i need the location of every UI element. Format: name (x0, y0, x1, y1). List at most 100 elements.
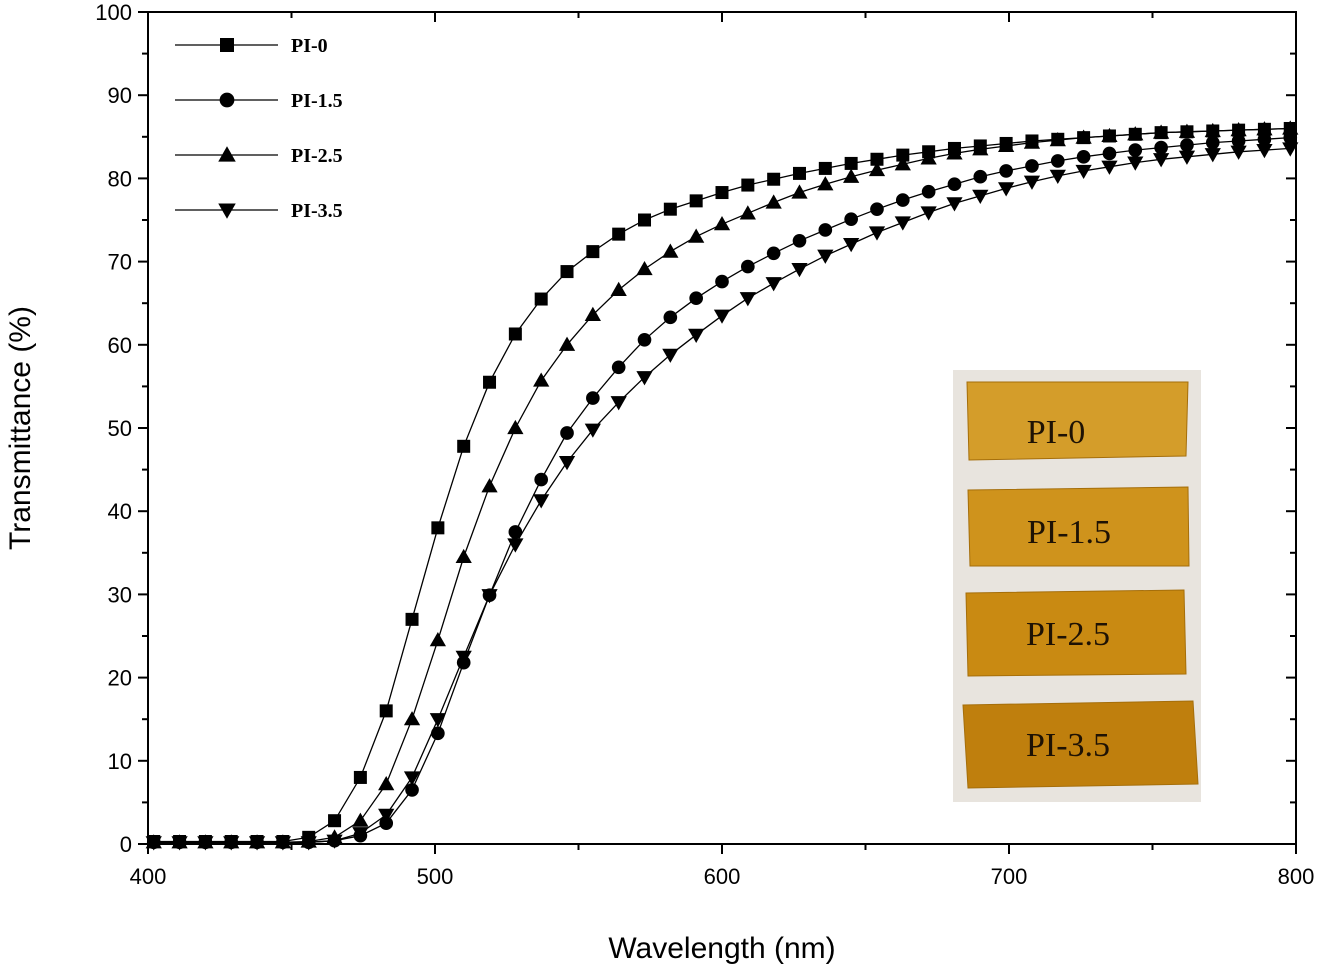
y-tick-label: 50 (108, 416, 132, 441)
data-point (379, 704, 393, 718)
data-point (1127, 156, 1144, 171)
data-point (896, 148, 910, 162)
film-strip-label: PI-1.5 (1027, 514, 1111, 551)
data-point (791, 262, 808, 278)
film-strip-label: PI-2.5 (1026, 616, 1110, 653)
data-point (894, 216, 911, 231)
legend: PI-0 PI-1.5 PI-2.5 PI-3.5 (175, 35, 343, 222)
data-point (1025, 159, 1039, 173)
data-point (1178, 150, 1196, 165)
data-point (586, 391, 600, 405)
data-point (507, 538, 524, 553)
data-point (1023, 134, 1041, 149)
legend-label: PI-3.5 (291, 200, 343, 222)
data-point (739, 292, 756, 307)
data-point (662, 243, 679, 258)
data-point (818, 223, 833, 237)
x-tick-label: 400 (130, 864, 167, 889)
data-point (1257, 132, 1272, 147)
data-point (715, 186, 729, 200)
data-point (610, 396, 627, 411)
x-tick-label: 700 (991, 864, 1028, 889)
film-strip-label: PI-0 (1027, 414, 1086, 451)
y-tick-label: 40 (108, 499, 132, 524)
data-point (870, 202, 884, 217)
data-point (868, 161, 886, 177)
legend-marker (218, 203, 236, 219)
data-point (1075, 129, 1092, 144)
x-tick-label: 800 (1278, 864, 1315, 889)
data-point (843, 238, 860, 253)
data-point (326, 834, 343, 849)
y-tick-label: 10 (108, 749, 132, 774)
data-point (584, 423, 601, 438)
data-point (741, 178, 755, 192)
data-point (455, 650, 472, 665)
data-point (1152, 124, 1170, 139)
data-point (1230, 145, 1247, 160)
data-point (973, 169, 988, 184)
data-point (870, 152, 884, 166)
data-point (1127, 126, 1144, 141)
data-point (998, 182, 1015, 197)
data-point (1231, 134, 1246, 148)
legend-label: PI-1.5 (291, 90, 343, 112)
data-point (636, 260, 653, 276)
data-point (663, 202, 677, 216)
data-point (662, 348, 679, 363)
data-point (429, 632, 446, 647)
legend-label: PI-2.5 (291, 145, 343, 167)
data-point (688, 328, 705, 343)
data-point (455, 548, 472, 564)
data-point (1204, 122, 1221, 138)
data-point (895, 193, 910, 207)
data-point (946, 145, 963, 160)
data-point (403, 771, 421, 786)
data-point (431, 726, 445, 741)
data-point (741, 259, 755, 274)
legend-label: PI-0 (291, 35, 328, 57)
data-point (353, 770, 367, 784)
data-point (713, 309, 731, 324)
data-point (1282, 120, 1299, 135)
data-point (844, 156, 858, 170)
data-point (663, 310, 678, 325)
data-point (765, 194, 782, 209)
y-axis-title: Transmittance (%) (4, 306, 37, 550)
data-point (1128, 143, 1143, 157)
legend-item: PI-2.5 (175, 145, 343, 167)
sample-photo-inset: PI-0 PI-1.5 PI-2.5 PI-3.5 (953, 370, 1201, 802)
y-tick-label: 20 (108, 666, 132, 691)
legend-marker (219, 92, 235, 108)
legend-item: PI-1.5 (175, 90, 343, 112)
data-point (1023, 175, 1041, 190)
data-point (972, 141, 989, 156)
data-point (328, 814, 342, 828)
data-point (1282, 142, 1299, 157)
y-tick-label: 0 (120, 832, 132, 857)
data-point (352, 812, 369, 827)
data-point (765, 277, 782, 292)
data-point (508, 525, 523, 539)
data-point (533, 372, 550, 387)
data-point (586, 245, 600, 259)
data-point (1075, 164, 1092, 180)
data-point (405, 783, 419, 797)
data-point (920, 150, 937, 165)
data-point (972, 189, 989, 204)
film-strip (962, 700, 1199, 789)
y-tick-label: 90 (108, 83, 132, 108)
data-point (429, 713, 446, 728)
data-point (1049, 132, 1066, 147)
data-point (792, 233, 807, 248)
data-point (507, 419, 524, 435)
data-point (610, 281, 627, 296)
plot-frame (147, 11, 1297, 845)
legend-item: PI-0 (175, 35, 328, 57)
data-point (1178, 123, 1196, 138)
x-axis-title: Wavelength (nm) (608, 932, 835, 965)
data-point (379, 816, 394, 831)
data-point (843, 168, 860, 183)
data-point (689, 291, 703, 306)
data-point (688, 228, 705, 243)
